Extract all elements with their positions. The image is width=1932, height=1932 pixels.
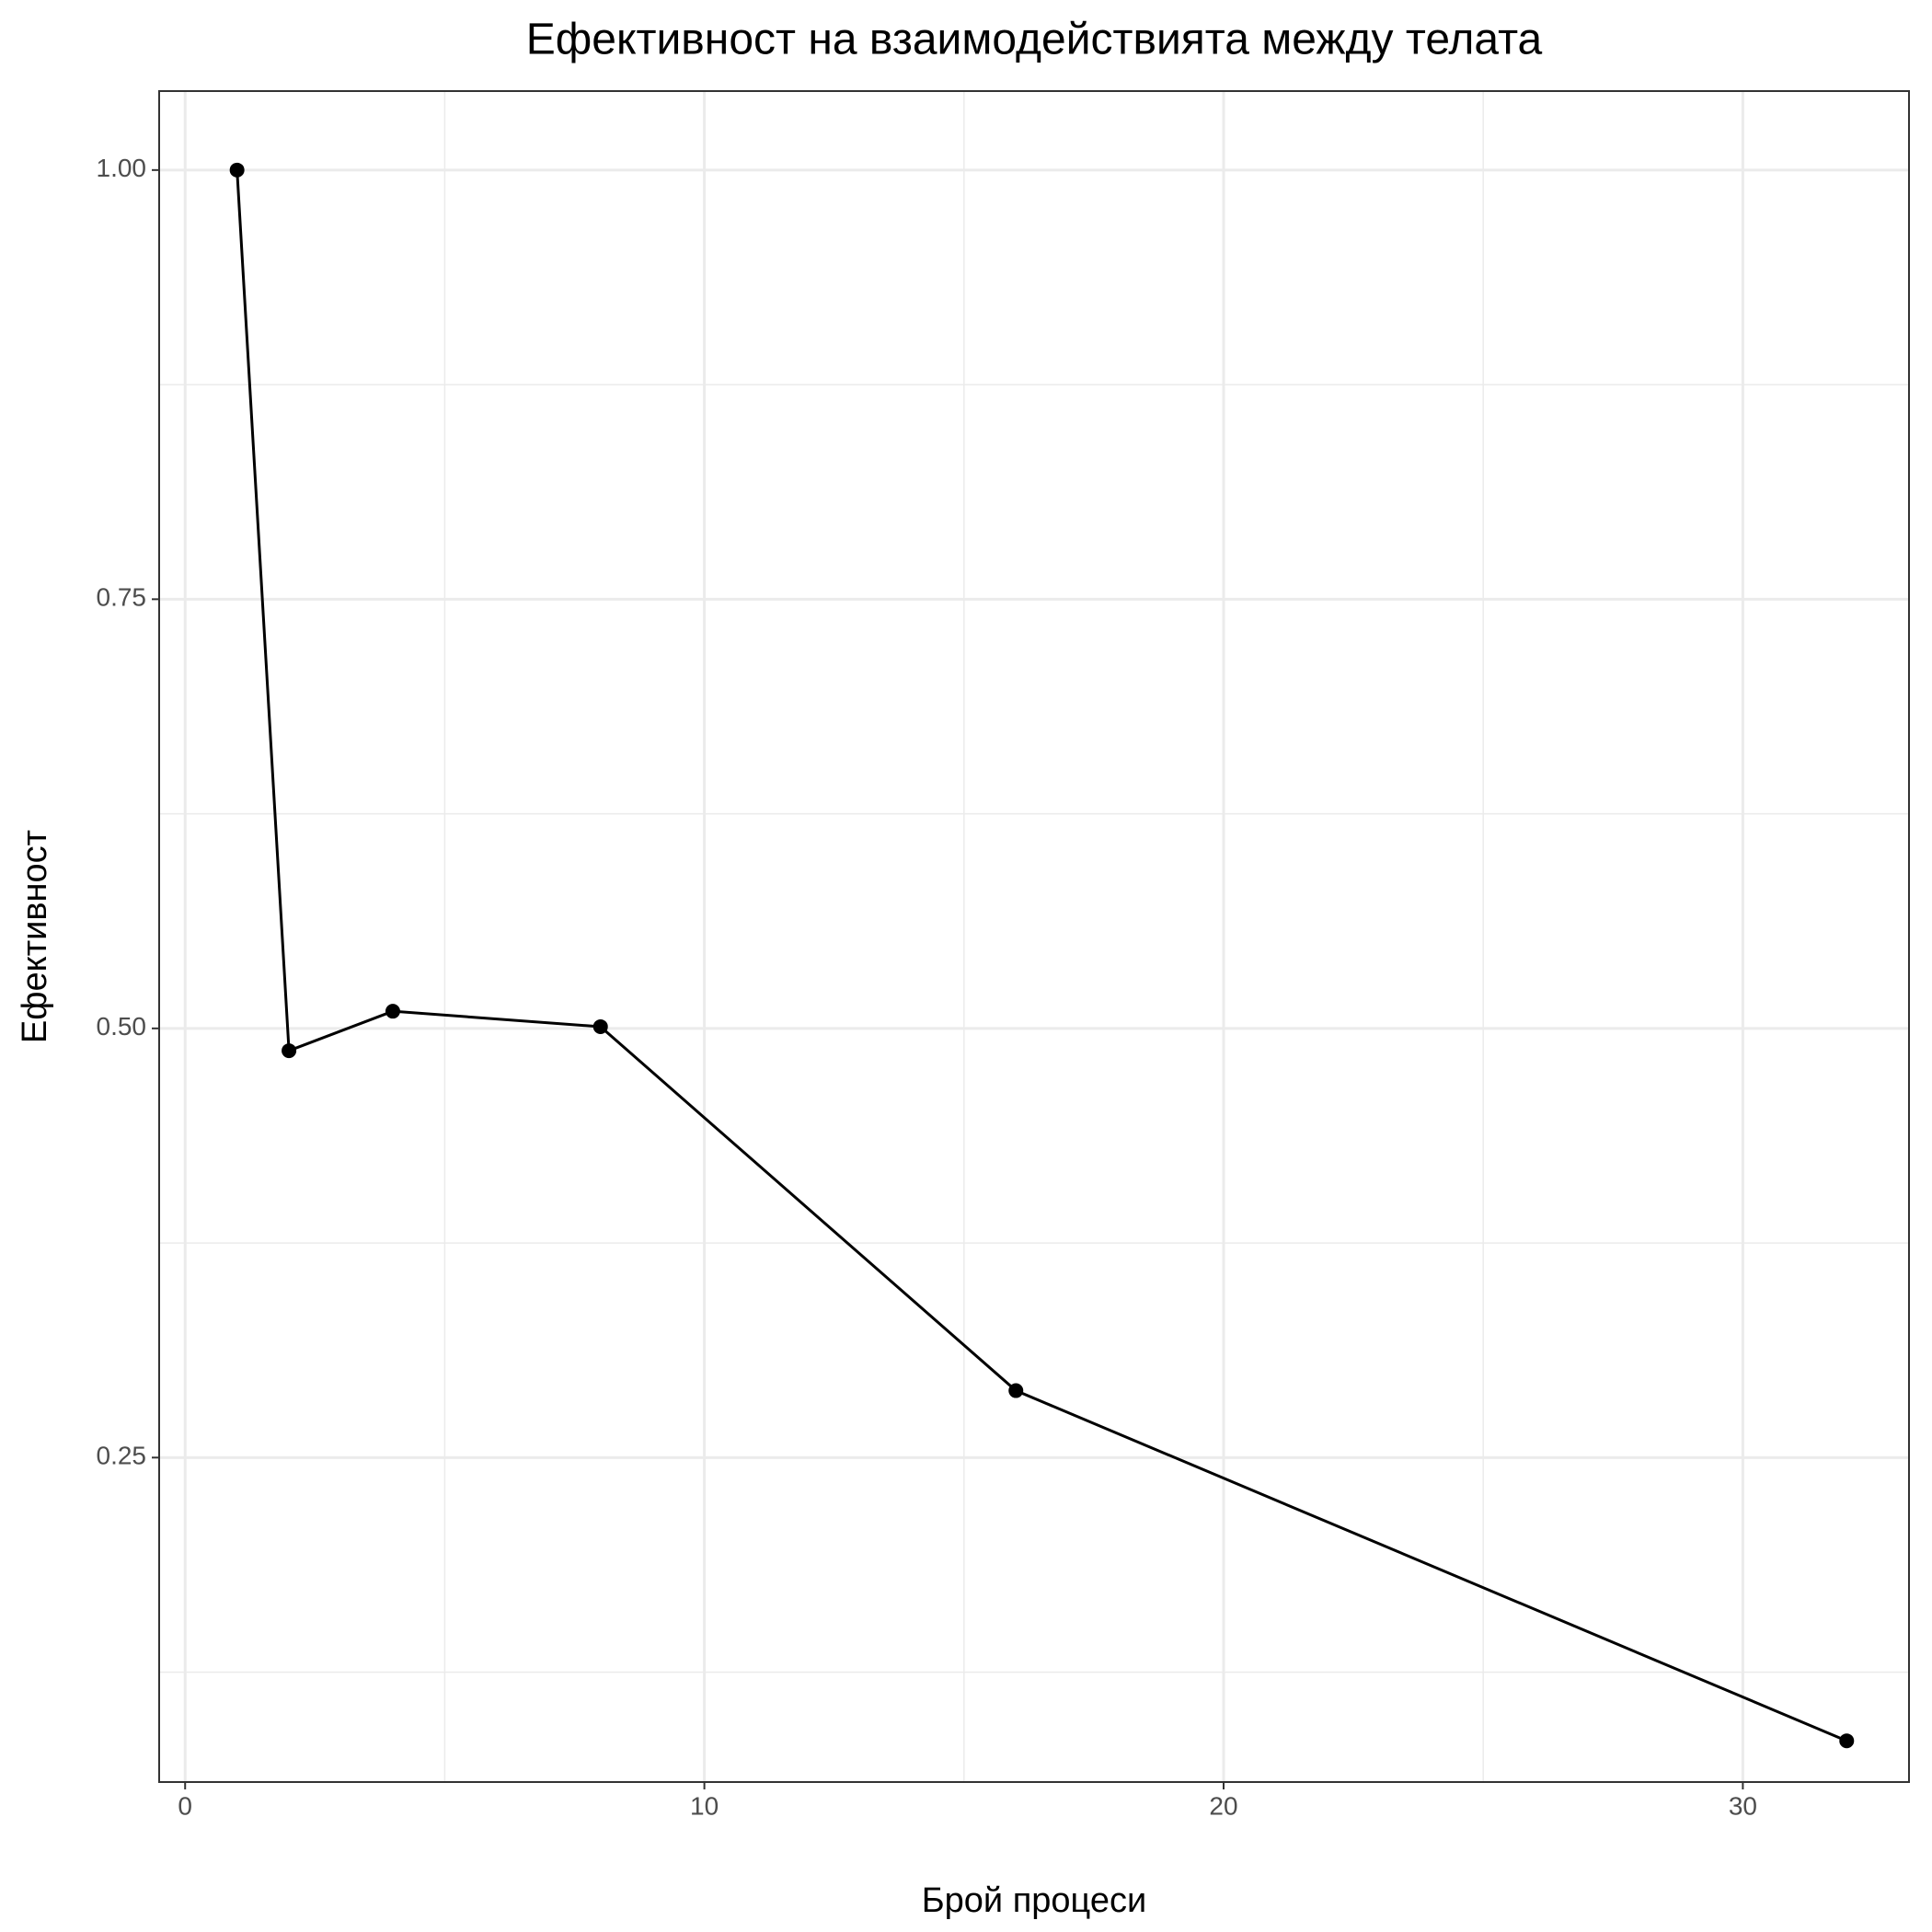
x-tick-label: 0: [178, 1791, 192, 1820]
x-axis-title: Брой процеси: [922, 1881, 1147, 1920]
line: [236, 169, 1847, 1742]
point: [1008, 1383, 1024, 1398]
y-tick-label: 0.25: [97, 1442, 147, 1470]
panel-border: [158, 90, 1910, 1783]
point: [1839, 1733, 1855, 1749]
y-axis-title: Ефективност: [16, 830, 54, 1043]
y-tick-label: 0.75: [97, 583, 147, 612]
y-tick-label: 0.50: [97, 1012, 147, 1041]
point: [385, 1004, 400, 1019]
point: [229, 162, 245, 178]
y-tick-label: 1.00: [97, 154, 147, 182]
x-tick-label: 30: [1729, 1791, 1757, 1820]
x-tick-label: 10: [690, 1791, 719, 1820]
point: [592, 1018, 608, 1034]
point: [282, 1043, 297, 1059]
chart-title: Ефективност на взаимодействията между те…: [526, 16, 1543, 64]
x-tick-label: 20: [1209, 1791, 1237, 1820]
